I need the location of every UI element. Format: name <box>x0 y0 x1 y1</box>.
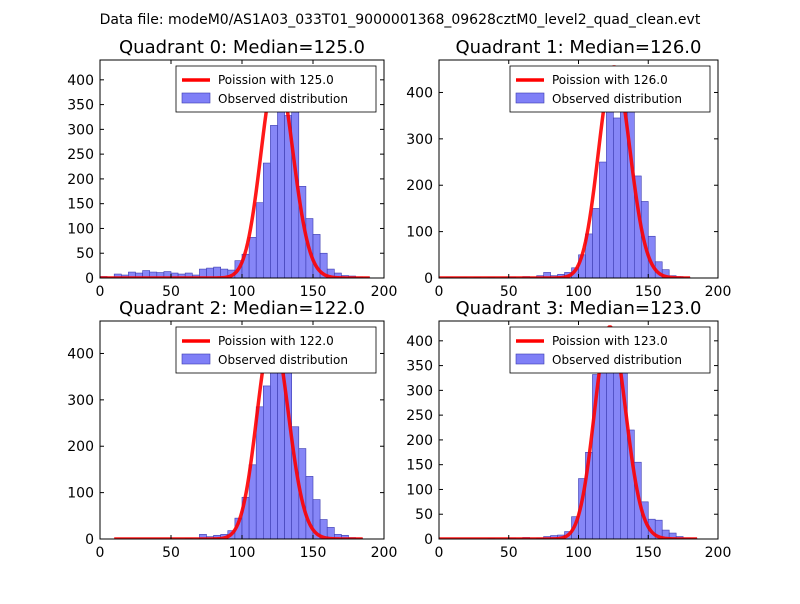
x-tick-label: 50 <box>162 545 180 561</box>
x-tick-label: 200 <box>705 284 732 300</box>
y-tick-label: 100 <box>67 486 94 502</box>
histogram-bar <box>613 372 620 539</box>
y-tick-label: 400 <box>67 346 94 362</box>
y-tick-label: 400 <box>406 334 433 350</box>
legend-label-poisson: Poission with 122.0 <box>218 334 334 348</box>
histogram-bar <box>270 125 277 278</box>
legend-label-observed: Observed distribution <box>218 92 348 106</box>
histogram-bar <box>278 105 285 278</box>
y-tick-label: 350 <box>406 359 433 375</box>
histogram-bar <box>263 163 270 278</box>
legend-label-observed: Observed distribution <box>552 353 682 367</box>
figure-suptitle: Data file: modeM0/AS1A03_033T01_90000013… <box>100 12 701 28</box>
legend-label-poisson: Poission with 125.0 <box>218 73 334 87</box>
x-tick-label: 150 <box>635 545 662 561</box>
x-tick-label: 0 <box>96 284 105 300</box>
panel-title: Quadrant 0: Median=125.0 <box>119 37 365 58</box>
x-tick-label: 0 <box>96 545 105 561</box>
y-tick-label: 100 <box>406 225 433 241</box>
x-tick-label: 50 <box>500 545 518 561</box>
y-tick-label: 150 <box>67 197 94 213</box>
panel-title: Quadrant 3: Median=123.0 <box>456 298 702 319</box>
histogram-bar <box>613 118 620 278</box>
y-tick-label: 300 <box>67 122 94 138</box>
y-tick-label: 300 <box>67 393 94 409</box>
histogram-bar <box>592 208 599 278</box>
y-tick-label: 50 <box>76 246 94 262</box>
y-tick-label: 300 <box>406 132 433 148</box>
legend-bar-swatch <box>182 93 210 103</box>
legend-label-poisson: Poission with 126.0 <box>552 73 668 87</box>
y-tick-label: 250 <box>406 408 433 424</box>
x-tick-label: 200 <box>705 545 732 561</box>
x-tick-label: 100 <box>565 545 592 561</box>
y-tick-label: 0 <box>85 271 94 287</box>
y-tick-label: 100 <box>67 221 94 237</box>
x-tick-label: 150 <box>300 545 327 561</box>
legend-label-observed: Observed distribution <box>552 92 682 106</box>
panel-title: Quadrant 2: Median=122.0 <box>119 298 365 319</box>
y-tick-label: 200 <box>67 439 94 455</box>
legend-bar-swatch <box>516 93 544 103</box>
y-tick-label: 50 <box>415 507 433 523</box>
histogram-bar <box>256 203 263 278</box>
x-tick-label: 200 <box>371 545 398 561</box>
y-tick-label: 0 <box>424 532 433 548</box>
y-tick-label: 250 <box>67 147 94 163</box>
y-tick-label: 150 <box>406 458 433 474</box>
histogram-bar <box>249 237 256 278</box>
legend-bar-swatch <box>182 354 210 364</box>
y-tick-label: 0 <box>424 271 433 287</box>
legend-bar-swatch <box>516 354 544 364</box>
x-tick-label: 100 <box>229 545 256 561</box>
y-tick-label: 200 <box>406 178 433 194</box>
x-tick-label: 0 <box>435 545 444 561</box>
y-tick-label: 400 <box>406 85 433 101</box>
x-tick-label: 0 <box>435 284 444 300</box>
y-tick-label: 200 <box>67 172 94 188</box>
y-tick-label: 400 <box>67 73 94 89</box>
histogram-bar <box>599 162 606 278</box>
y-tick-label: 100 <box>406 482 433 498</box>
y-tick-label: 300 <box>406 383 433 399</box>
legend-label-observed: Observed distribution <box>218 353 348 367</box>
histogram-bar <box>263 386 270 539</box>
y-tick-label: 0 <box>85 532 94 548</box>
y-tick-label: 350 <box>67 98 94 114</box>
panel-title: Quadrant 1: Median=126.0 <box>456 37 702 58</box>
y-tick-label: 200 <box>406 433 433 449</box>
histogram-bar <box>606 103 613 278</box>
x-tick-label: 200 <box>371 284 398 300</box>
histogram-bar <box>606 366 613 539</box>
legend-label-poisson: Poission with 123.0 <box>552 334 668 348</box>
